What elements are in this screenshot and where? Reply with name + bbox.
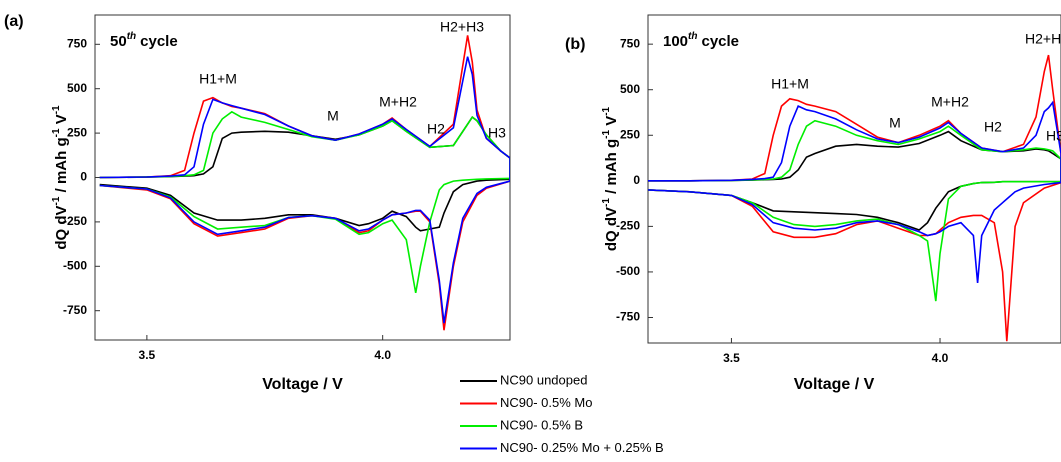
y-tick-label: 750 (620, 36, 640, 50)
x-axis-label: Voltage / V (794, 376, 875, 393)
x-tick-label: 3.5 (723, 351, 740, 365)
panel-title: 50th cycle (110, 31, 178, 50)
y-tick-label: -500 (616, 264, 640, 278)
annotation: M (327, 108, 339, 124)
annotation: H3 (1046, 128, 1061, 144)
y-tick-label: -500 (63, 258, 87, 272)
y-tick-label: -750 (63, 303, 87, 317)
x-tick-label: 4.0 (374, 348, 391, 362)
annotation: H2+H3 (440, 19, 484, 35)
y-tick-label: -250 (63, 214, 87, 228)
y-tick-label: 0 (80, 170, 87, 184)
y-tick-label: 0 (633, 173, 640, 187)
title-text: cycle (140, 33, 178, 50)
y-tick-label: 500 (620, 82, 640, 96)
y-tick-label: -750 (616, 310, 640, 324)
y-label-sup: -1 (601, 130, 612, 139)
plot-area (99, 35, 510, 331)
y-tick-label: 750 (67, 36, 87, 50)
title-text: cycle (701, 33, 739, 50)
x-tick-label: 4.0 (932, 351, 949, 365)
y-label-sup: -1 (51, 128, 62, 137)
annotation: M+H2 (379, 94, 417, 110)
title-sup: th (127, 31, 136, 42)
annotation: H3 (488, 125, 506, 141)
title-number: 100 (663, 33, 688, 50)
series-line (648, 54, 1061, 342)
y-tick-label: 500 (67, 81, 87, 95)
annotation: M+H2 (931, 94, 969, 110)
y-label-text: V (53, 114, 70, 128)
y-label-sup: -1 (51, 105, 62, 114)
annotation: H2+H3 (1025, 31, 1061, 47)
panel-title: 100th cycle (663, 31, 739, 50)
plot-area (648, 54, 1061, 342)
series-line (99, 56, 510, 324)
title-number: 50 (110, 33, 127, 50)
y-label-text: dQ dV (603, 207, 620, 251)
panel-label: (a) (4, 13, 24, 30)
series-line (648, 119, 1061, 302)
y-label-sup: -1 (601, 198, 612, 207)
y-tick-label: 250 (67, 125, 87, 139)
x-tick-label: 3.5 (139, 348, 156, 362)
y-label-sup: -1 (51, 196, 62, 205)
plot-frame (647, 14, 1061, 344)
legend-label: NC90- 0.25% Mo + 0.25% B (500, 440, 664, 455)
y-label-text: dQ dV (53, 205, 70, 249)
legend-label: NC90- 0.5% B (500, 417, 583, 432)
legend-label: NC90 undoped (500, 372, 587, 387)
annotation: M (889, 115, 901, 131)
y-label-sup: -1 (601, 106, 612, 115)
y-label-text: / mAh g (603, 139, 620, 198)
y-tick-label: 250 (620, 127, 640, 141)
y-tick-label: -250 (616, 219, 640, 233)
y-label-text: / mAh g (53, 137, 70, 196)
annotation: H1+M (199, 71, 237, 87)
series-line (648, 130, 1061, 231)
x-axis-label: Voltage / V (262, 376, 343, 393)
series-line (648, 100, 1061, 283)
annotation: H2 (984, 119, 1002, 135)
y-label-text: V (603, 116, 620, 130)
y-axis-label: dQ dV-1 / mAh g-1 V-1 (51, 105, 70, 250)
annotation: H2 (427, 121, 445, 137)
panel-label: (b) (565, 36, 585, 53)
y-axis-label: dQ dV-1 / mAh g-1 V-1 (601, 106, 620, 251)
legend-label: NC90- 0.5% Mo (500, 395, 592, 410)
annotation: H1+M (771, 76, 809, 92)
title-sup: th (688, 31, 697, 42)
